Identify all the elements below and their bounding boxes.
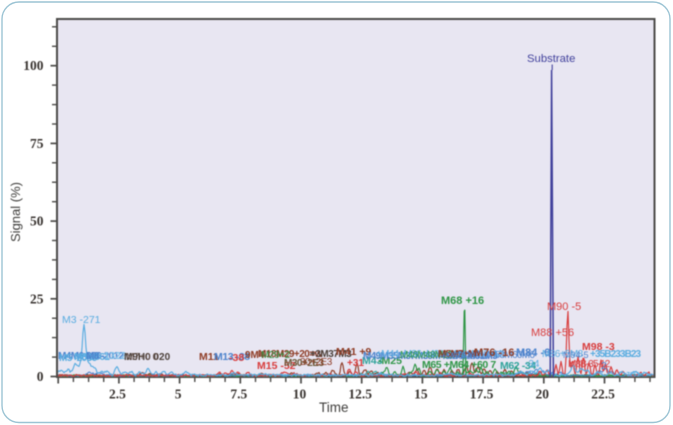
svg-text:M54M5+M58M60M6: M54M5+M58M60M6 bbox=[452, 350, 535, 361]
svg-text:+7251: +7251 bbox=[623, 373, 641, 379]
svg-text:-34: -34 bbox=[525, 359, 540, 370]
svg-text:100: 100 bbox=[23, 58, 44, 73]
svg-text:M84 -6: M84 -6 bbox=[516, 347, 550, 359]
svg-text:M7+0 0: M7+0 0 bbox=[126, 352, 159, 363]
svg-text:Substrate: Substrate bbox=[527, 53, 575, 65]
svg-text:+M58M6+M: +M58M6+M bbox=[441, 351, 488, 362]
svg-text:15: 15 bbox=[414, 387, 428, 402]
svg-text:M46M48M52M5: M46M48M52M5 bbox=[400, 350, 466, 361]
svg-text:M68 +16: M68 +16 bbox=[441, 295, 484, 307]
svg-text:10: 10 bbox=[293, 387, 307, 402]
svg-text:M62 -34: M62 -34 bbox=[500, 360, 536, 372]
svg-text:+M44+M36+M38+M46+M48+M5: +M44+M36+M38+M46+M48+M5 bbox=[376, 349, 507, 360]
svg-text:Time: Time bbox=[319, 400, 349, 415]
svg-text:+35B233B23: +35B233B23 bbox=[590, 349, 642, 360]
svg-text:25: 25 bbox=[30, 291, 44, 306]
svg-text:M30+2E3: M30+2E3 bbox=[284, 358, 325, 369]
svg-text:2.5: 2.5 bbox=[109, 387, 126, 402]
svg-text:M18M29+20=w: M18M29+20=w bbox=[258, 349, 323, 360]
svg-text:M90 -5: M90 -5 bbox=[547, 301, 581, 313]
svg-text:M94-5: M94-5 bbox=[563, 350, 589, 360]
svg-text:M3 -271: M3 -271 bbox=[62, 314, 101, 326]
svg-text:M4M6-286: M4M6-286 bbox=[58, 351, 102, 362]
svg-text:M15 -52: M15 -52 bbox=[257, 360, 296, 372]
svg-text:M8-2861: M8-2861 bbox=[74, 352, 110, 363]
svg-text:M5 -2036: M5 -2036 bbox=[59, 353, 97, 364]
svg-text:M8B-35-12: M8B-35-12 bbox=[568, 359, 611, 370]
svg-text:-38: -38 bbox=[229, 352, 244, 364]
svg-text:7.5: 7.5 bbox=[230, 387, 247, 402]
svg-text:12.5: 12.5 bbox=[348, 387, 372, 402]
svg-text:30+2E3: 30+2E3 bbox=[300, 357, 333, 368]
svg-text:50: 50 bbox=[30, 214, 44, 229]
svg-text:M11: M11 bbox=[199, 351, 219, 363]
svg-text:M49M35M37M39M45M47M51M5: M49M35M37M39M45M47M51M5 bbox=[363, 351, 498, 362]
svg-text:M41 +9: M41 +9 bbox=[336, 346, 371, 358]
svg-text:20: 20 bbox=[536, 387, 550, 402]
svg-text:M29+2: M29+2 bbox=[261, 350, 291, 361]
svg-text:2: 2 bbox=[601, 360, 607, 372]
svg-text:5: 5 bbox=[175, 387, 182, 402]
svg-text:0: 0 bbox=[37, 369, 44, 384]
svg-text:1322: 1322 bbox=[104, 351, 127, 362]
svg-text:M76 -16: M76 -16 bbox=[474, 347, 514, 359]
svg-text:M5M7+M: M5M7+M bbox=[438, 349, 476, 360]
svg-text:M98 -3: M98 -3 bbox=[582, 341, 615, 353]
svg-text:+3M37M3: +3M37M3 bbox=[310, 349, 352, 360]
svg-text:M9H0 020: M9H0 020 bbox=[124, 352, 171, 363]
svg-text:M43: M43 bbox=[362, 355, 383, 367]
svg-text:75: 75 bbox=[30, 136, 44, 151]
svg-text:22.5: 22.5 bbox=[591, 387, 615, 402]
svg-text:M65 +M64 +60 7: M65 +M64 +60 7 bbox=[422, 359, 496, 371]
svg-text:M86+5M8: M86+5M8 bbox=[542, 349, 584, 360]
svg-text:M13 -38: M13 -38 bbox=[214, 351, 250, 363]
svg-text:M8 -2012: M8 -2012 bbox=[86, 351, 124, 362]
svg-text:-M25: -M25 bbox=[378, 355, 402, 367]
svg-text:+31: +31 bbox=[347, 358, 364, 369]
svg-text:17.5: 17.5 bbox=[470, 387, 494, 402]
svg-text:9M4: 9M4 bbox=[245, 350, 265, 361]
svg-text:M88 +56: M88 +56 bbox=[531, 327, 574, 339]
svg-text:Signal (%): Signal (%) bbox=[8, 182, 23, 242]
